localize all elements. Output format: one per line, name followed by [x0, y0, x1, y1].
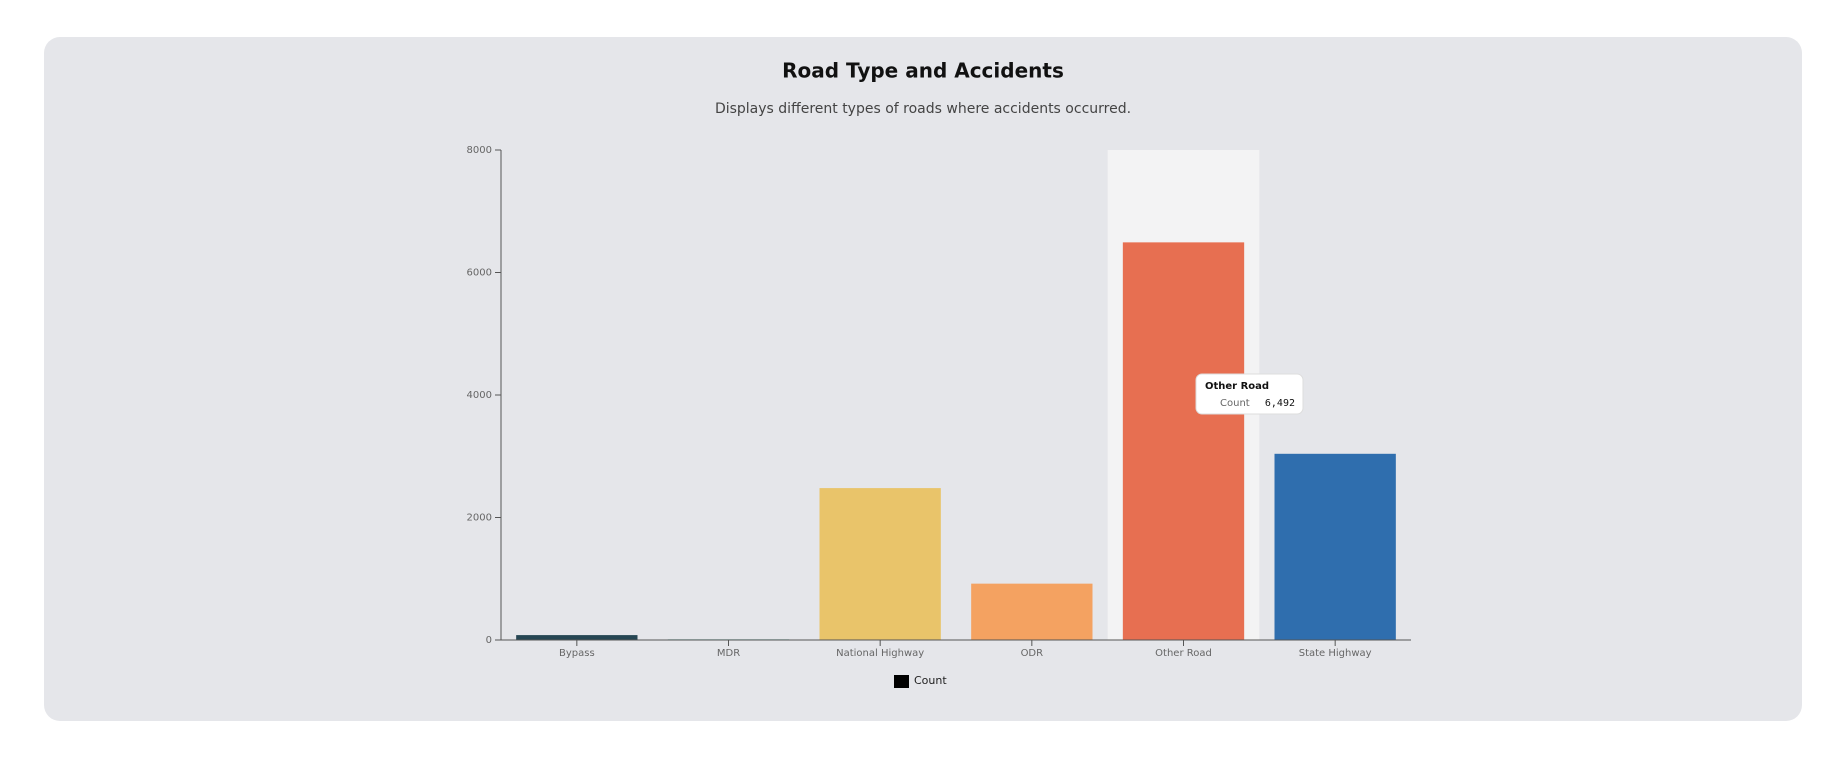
- x-tick-label: MDR: [717, 648, 740, 659]
- y-tick-label: 8000: [467, 145, 492, 156]
- y-tick-label: 2000: [467, 513, 492, 524]
- x-tick-label: State Highway: [1299, 648, 1372, 659]
- bar: [516, 635, 638, 640]
- chart-title: Road Type and Accidents: [782, 59, 1064, 83]
- x-tick-label: National Highway: [836, 648, 924, 659]
- tooltip-title: Other Road: [1205, 381, 1269, 392]
- y-tick-label: 4000: [467, 390, 492, 401]
- bar: [1122, 242, 1245, 641]
- tooltip-value: 6,492: [1265, 398, 1295, 409]
- y-tick-label: 6000: [467, 268, 492, 279]
- y-tick-label: 0: [486, 635, 492, 646]
- legend-label: Count: [914, 674, 947, 687]
- bar: [971, 583, 1093, 640]
- x-tick-label: Other Road: [1155, 648, 1212, 659]
- tooltip-label: Count: [1220, 398, 1250, 409]
- bar: [1274, 453, 1396, 640]
- bar: [819, 488, 941, 640]
- x-tick-label: ODR: [1021, 648, 1044, 659]
- legend-swatch: [894, 675, 909, 688]
- chart-subtitle: Displays different types of roads where …: [715, 101, 1131, 117]
- tooltip: [1195, 373, 1304, 415]
- x-tick-label: Bypass: [559, 648, 595, 659]
